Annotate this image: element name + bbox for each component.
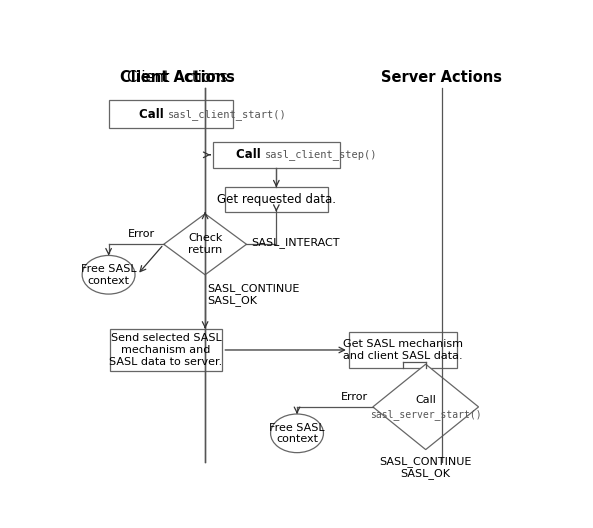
Text: Call: Call — [236, 148, 265, 162]
Text: SASL_CONTINUE
SASL_OK: SASL_CONTINUE SASL_OK — [380, 456, 472, 479]
Text: Free SASL
context: Free SASL context — [269, 422, 325, 444]
FancyBboxPatch shape — [225, 187, 328, 212]
Text: SASL_CONTINUE
SASL_OK: SASL_CONTINUE SASL_OK — [208, 283, 300, 306]
Text: Client Actions: Client Actions — [127, 70, 228, 85]
FancyBboxPatch shape — [110, 328, 222, 371]
Polygon shape — [164, 214, 247, 275]
Text: Server Actions: Server Actions — [381, 70, 502, 85]
Text: Send selected SASL
mechanism and
SASL data to server.: Send selected SASL mechanism and SASL da… — [110, 333, 222, 366]
Text: Get SASL mechanism
and client SASL data.: Get SASL mechanism and client SASL data. — [343, 339, 463, 361]
Text: SASL_INTERACT: SASL_INTERACT — [251, 237, 340, 248]
Text: sasl_client_start(): sasl_client_start() — [168, 109, 287, 120]
Text: Call: Call — [415, 394, 436, 404]
Text: Call: Call — [139, 108, 168, 121]
Ellipse shape — [82, 256, 135, 294]
FancyBboxPatch shape — [109, 100, 232, 128]
Polygon shape — [373, 364, 479, 450]
Text: Error: Error — [127, 229, 155, 239]
Text: Error: Error — [341, 392, 368, 402]
Text: sasl_server_start(): sasl_server_start() — [370, 409, 482, 420]
Ellipse shape — [270, 414, 323, 452]
Text: Free SASL
context: Free SASL context — [81, 264, 136, 286]
Text: Check
return: Check return — [188, 233, 222, 255]
FancyBboxPatch shape — [349, 332, 457, 369]
Text: Get requested data.: Get requested data. — [217, 193, 336, 206]
FancyBboxPatch shape — [213, 142, 340, 168]
Text: Client Actions: Client Actions — [120, 70, 235, 85]
Text: sasl_client_step(): sasl_client_step() — [265, 149, 377, 161]
